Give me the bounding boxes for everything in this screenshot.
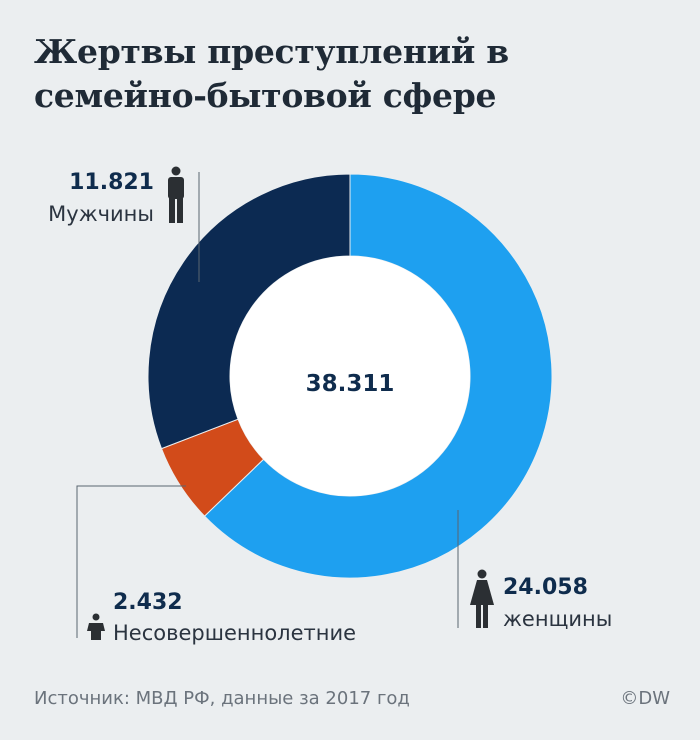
women-name-label: женщины [503,607,612,631]
man-icon [168,166,184,223]
minors-name-label: Несовершеннолетние [113,621,356,645]
chart-title: Жертвы преступлений в семейно-бытовой сф… [34,30,509,118]
center-total-label: 38.311 [306,371,395,397]
brand-label: ©DW [620,688,670,709]
woman-icon [470,569,494,628]
men-value-label: 11.821 [69,170,154,195]
slice-women [203,173,553,579]
men-name-label: Мужчины [48,202,154,226]
child-icon [87,613,105,640]
chart-title-line-2: семейно-бытовой сфере [34,76,497,115]
source-note: Источник: МВД РФ, данные за 2017 год [34,688,410,709]
minors-leader-line [76,485,186,638]
women-value-label: 24.058 [503,575,588,600]
donut-hole [230,256,470,496]
minors-value-label: 2.432 [113,590,183,615]
chart-title-line-1: Жертвы преступлений в [34,32,509,71]
